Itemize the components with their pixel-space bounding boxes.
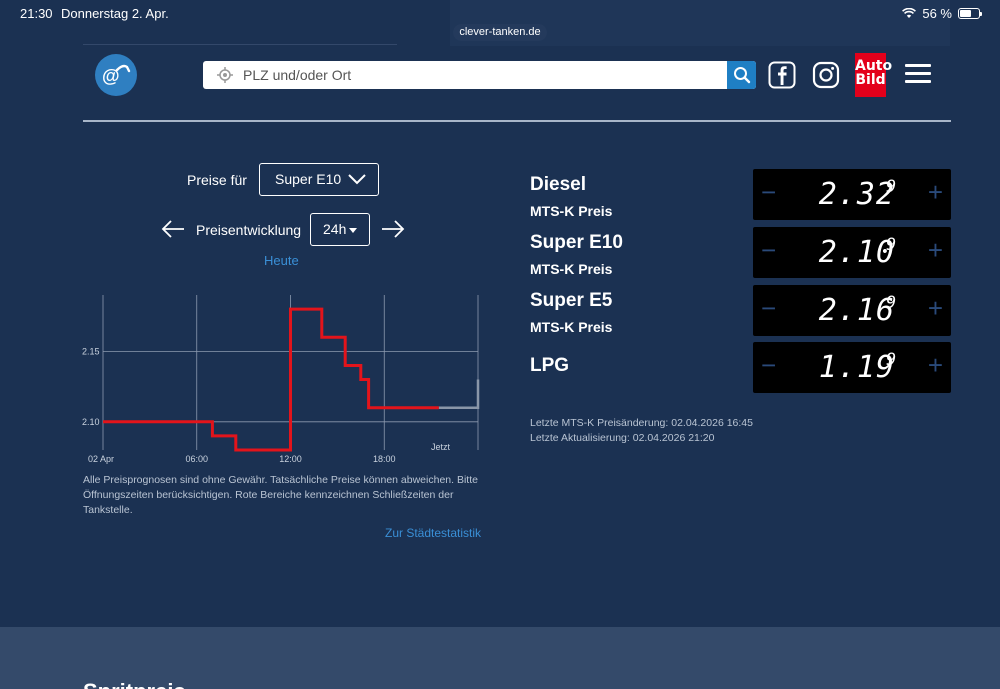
chart-x-tick-label: 18:00 — [373, 454, 396, 464]
increase-price-button[interactable]: + — [927, 177, 943, 207]
last-price-change: Letzte MTS-K Preisänderung: 02.04.2026 1… — [530, 417, 753, 429]
price-history-chart: 2.10 2.15 02 Apr 06:00 12:00 18:00 Jetzt — [82, 295, 480, 464]
search-input[interactable] — [243, 61, 723, 89]
bottom-section — [0, 627, 1000, 689]
bottom-section-heading: Spritpreis — [83, 679, 223, 689]
increase-price-button[interactable]: + — [927, 235, 943, 265]
arrow-left-icon[interactable] — [161, 220, 185, 238]
chart-series-line — [103, 307, 439, 452]
decrease-price-button[interactable]: − — [761, 293, 777, 323]
decrease-price-button[interactable]: − — [761, 235, 777, 265]
staedtestatistik-link[interactable]: Zur Städtestatistik — [385, 526, 482, 540]
price-tenth-cent: 9 — [886, 177, 897, 197]
price-display: − 2.10 9 + — [753, 227, 951, 278]
menu-icon[interactable] — [905, 64, 931, 86]
header-divider — [83, 120, 951, 122]
search-bar — [203, 61, 756, 89]
location-icon[interactable] — [217, 67, 233, 83]
url-bar[interactable]: clever-tanken.de — [453, 24, 547, 41]
price-tenth-cent: 9 — [886, 350, 897, 370]
fuel-nozzle-logo-icon: @ — [102, 64, 131, 86]
decrease-price-button[interactable]: − — [761, 177, 777, 207]
fuel-type-select-value: Super E10 — [275, 171, 342, 187]
chart-x-tick-label: 06:00 — [185, 454, 208, 464]
price-row: LPG − 1.19 9 + — [530, 342, 951, 407]
search-icon — [733, 67, 750, 84]
status-date: Donnerstag 2. Apr. — [61, 6, 169, 21]
fuel-type-select[interactable]: Super E10 — [259, 163, 379, 196]
autobild-logo[interactable]: Auto Bild — [855, 53, 893, 97]
autobild-line2: Bild — [855, 72, 886, 88]
battery-level — [960, 10, 971, 17]
battery-icon — [958, 8, 982, 19]
time-range-select[interactable]: 24h — [310, 213, 370, 246]
time-range-select-value: 24h — [323, 221, 347, 237]
logo-at: @ — [102, 66, 120, 86]
price-row: Super E5 MTS-K Preis − 2.16 9 + — [530, 285, 951, 340]
faint-divider — [83, 44, 397, 45]
fuel-price-source: MTS-K Preis — [530, 319, 613, 335]
chart-series-line — [438, 379, 480, 409]
price-display: − 2.32 9 + — [753, 169, 951, 220]
battery-percent: 56 % — [922, 6, 952, 21]
autobild-line1: Auto — [855, 58, 893, 74]
chevron-down-icon — [348, 174, 366, 185]
chart-x-tick-label: Jetzt — [431, 442, 451, 452]
chart-x-tick-label: 12:00 — [279, 454, 302, 464]
increase-price-button[interactable]: + — [927, 293, 943, 323]
price-display: − 1.19 9 + — [753, 342, 951, 393]
search-button[interactable] — [727, 61, 756, 89]
arrow-right-icon[interactable] — [381, 220, 405, 238]
instagram-icon[interactable] — [812, 61, 840, 89]
fuel-name: Super E10 — [530, 232, 623, 253]
chart-x-tick-label: 02 Apr — [88, 454, 114, 464]
bottom-heading-text: Spritpreis — [83, 679, 223, 689]
increase-price-button[interactable]: + — [927, 350, 943, 380]
clever-tanken-logo[interactable]: @ — [95, 54, 137, 96]
fuel-name: Super E5 — [530, 290, 613, 311]
last-update: Letzte Aktualisierung: 02.04.2026 21:20 — [530, 432, 715, 444]
price-main: 2.16 — [818, 293, 895, 328]
fuel-price-source: MTS-K Preis — [530, 261, 613, 277]
fuel-price-source: MTS-K Preis — [530, 203, 613, 219]
heute-link[interactable]: Heute — [264, 253, 299, 268]
wifi-icon — [902, 8, 917, 18]
chart-y-tick-label: 2.15 — [82, 346, 100, 356]
price-tenth-cent: 9 — [886, 293, 897, 313]
price-row: Diesel MTS-K Preis − 2.32 9 + — [530, 169, 951, 224]
caret-down-icon — [349, 228, 357, 233]
decrease-price-button[interactable]: − — [761, 350, 777, 380]
price-display: − 2.16 9 + — [753, 285, 951, 336]
disclaimer-text: Alle Preisprognosen sind ohne Gewähr. Ta… — [83, 474, 478, 516]
facebook-icon[interactable] — [768, 61, 796, 89]
status-time: 21:30 — [20, 6, 53, 21]
status-right: 56 % — [902, 6, 982, 21]
price-main: 2.10 — [818, 235, 895, 270]
update-info: Letzte MTS-K Preisänderung: 02.04.2026 1… — [530, 416, 753, 446]
chart-y-tick-label: 2.10 — [82, 417, 100, 427]
preisentwicklung-label: Preisentwicklung — [196, 222, 302, 238]
preise-fuer-label: Preise für — [187, 172, 247, 188]
price-row: Super E10 MTS-K Preis − 2.10 9 + — [530, 227, 951, 282]
price-main: 2.32 — [818, 177, 895, 212]
fuel-name: Diesel — [530, 174, 586, 195]
price-tenth-cent: 9 — [886, 235, 897, 255]
fuel-name: LPG — [530, 355, 570, 376]
price-main: 1.19 — [818, 350, 895, 385]
